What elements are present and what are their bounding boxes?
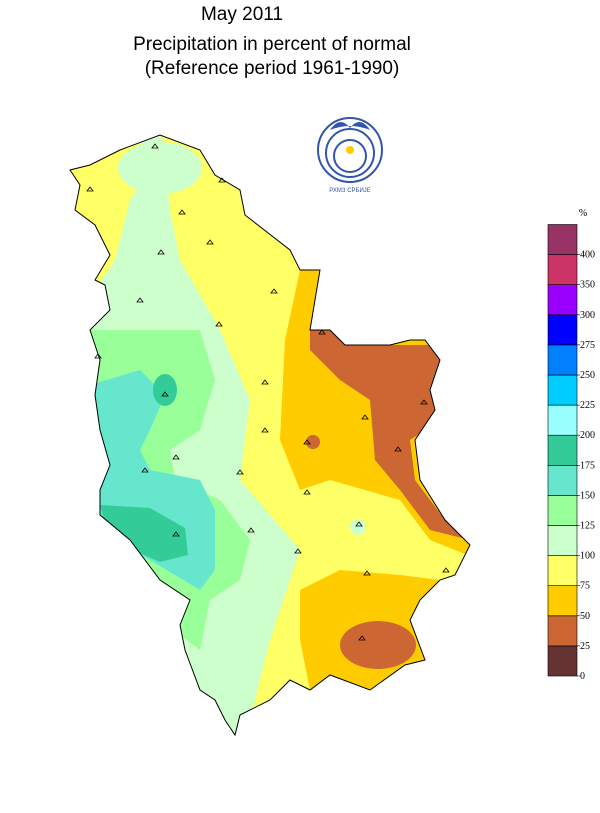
legend-tick-label: 400 (580, 250, 595, 261)
legend-swatch (547, 344, 578, 376)
legend-unit: % (579, 208, 587, 219)
legend-swatch (547, 525, 578, 556)
legend-swatch (547, 645, 578, 677)
legend-tick-label: 225 (580, 400, 595, 411)
legend-tick-label: 50 (580, 611, 590, 622)
reference: (Reference period 1961-1990) (145, 58, 400, 79)
legend-tick-label: 100 (580, 551, 595, 562)
legend-tick-label: 250 (580, 370, 595, 381)
legend-tick-label: 25 (580, 641, 590, 652)
legend-swatch (547, 254, 578, 286)
legend-swatch (547, 224, 578, 255)
legend-tick-label: 300 (580, 310, 595, 321)
logo-text: РХМЗ СРБИЈЕ (329, 188, 371, 194)
legend-swatch (547, 404, 578, 436)
legend-tick-label: 175 (580, 460, 595, 471)
legend-swatch (547, 374, 578, 406)
logo: РХМЗ СРБИЈЕ (317, 117, 383, 194)
legend-tick-label: 200 (580, 430, 595, 441)
legend: % 0 25 50 75 100 125 150 175 200 225 250 275 300 350 4… (547, 208, 595, 682)
legend-tick-label: 150 (580, 490, 595, 501)
legend-tick-label: 0 (580, 671, 585, 682)
legend-tick-label: 275 (580, 340, 595, 351)
legend-swatch (547, 555, 578, 586)
legend-swatch (547, 314, 578, 346)
legend-tick-label: 350 (580, 280, 595, 291)
title: May 2011 (201, 4, 283, 25)
legend-swatch (547, 495, 578, 526)
legend-swatch (547, 585, 578, 617)
subtitle: Precipitation in percent of normal (133, 34, 411, 55)
legend-swatch (547, 284, 578, 316)
stations (86, 143, 450, 641)
legend-swatch (547, 615, 578, 647)
legend-swatch (547, 464, 578, 496)
legend-tick-label: 75 (580, 581, 590, 592)
legend-swatch (547, 434, 578, 466)
legend-tick-label: 125 (580, 521, 595, 532)
map (70, 135, 470, 735)
